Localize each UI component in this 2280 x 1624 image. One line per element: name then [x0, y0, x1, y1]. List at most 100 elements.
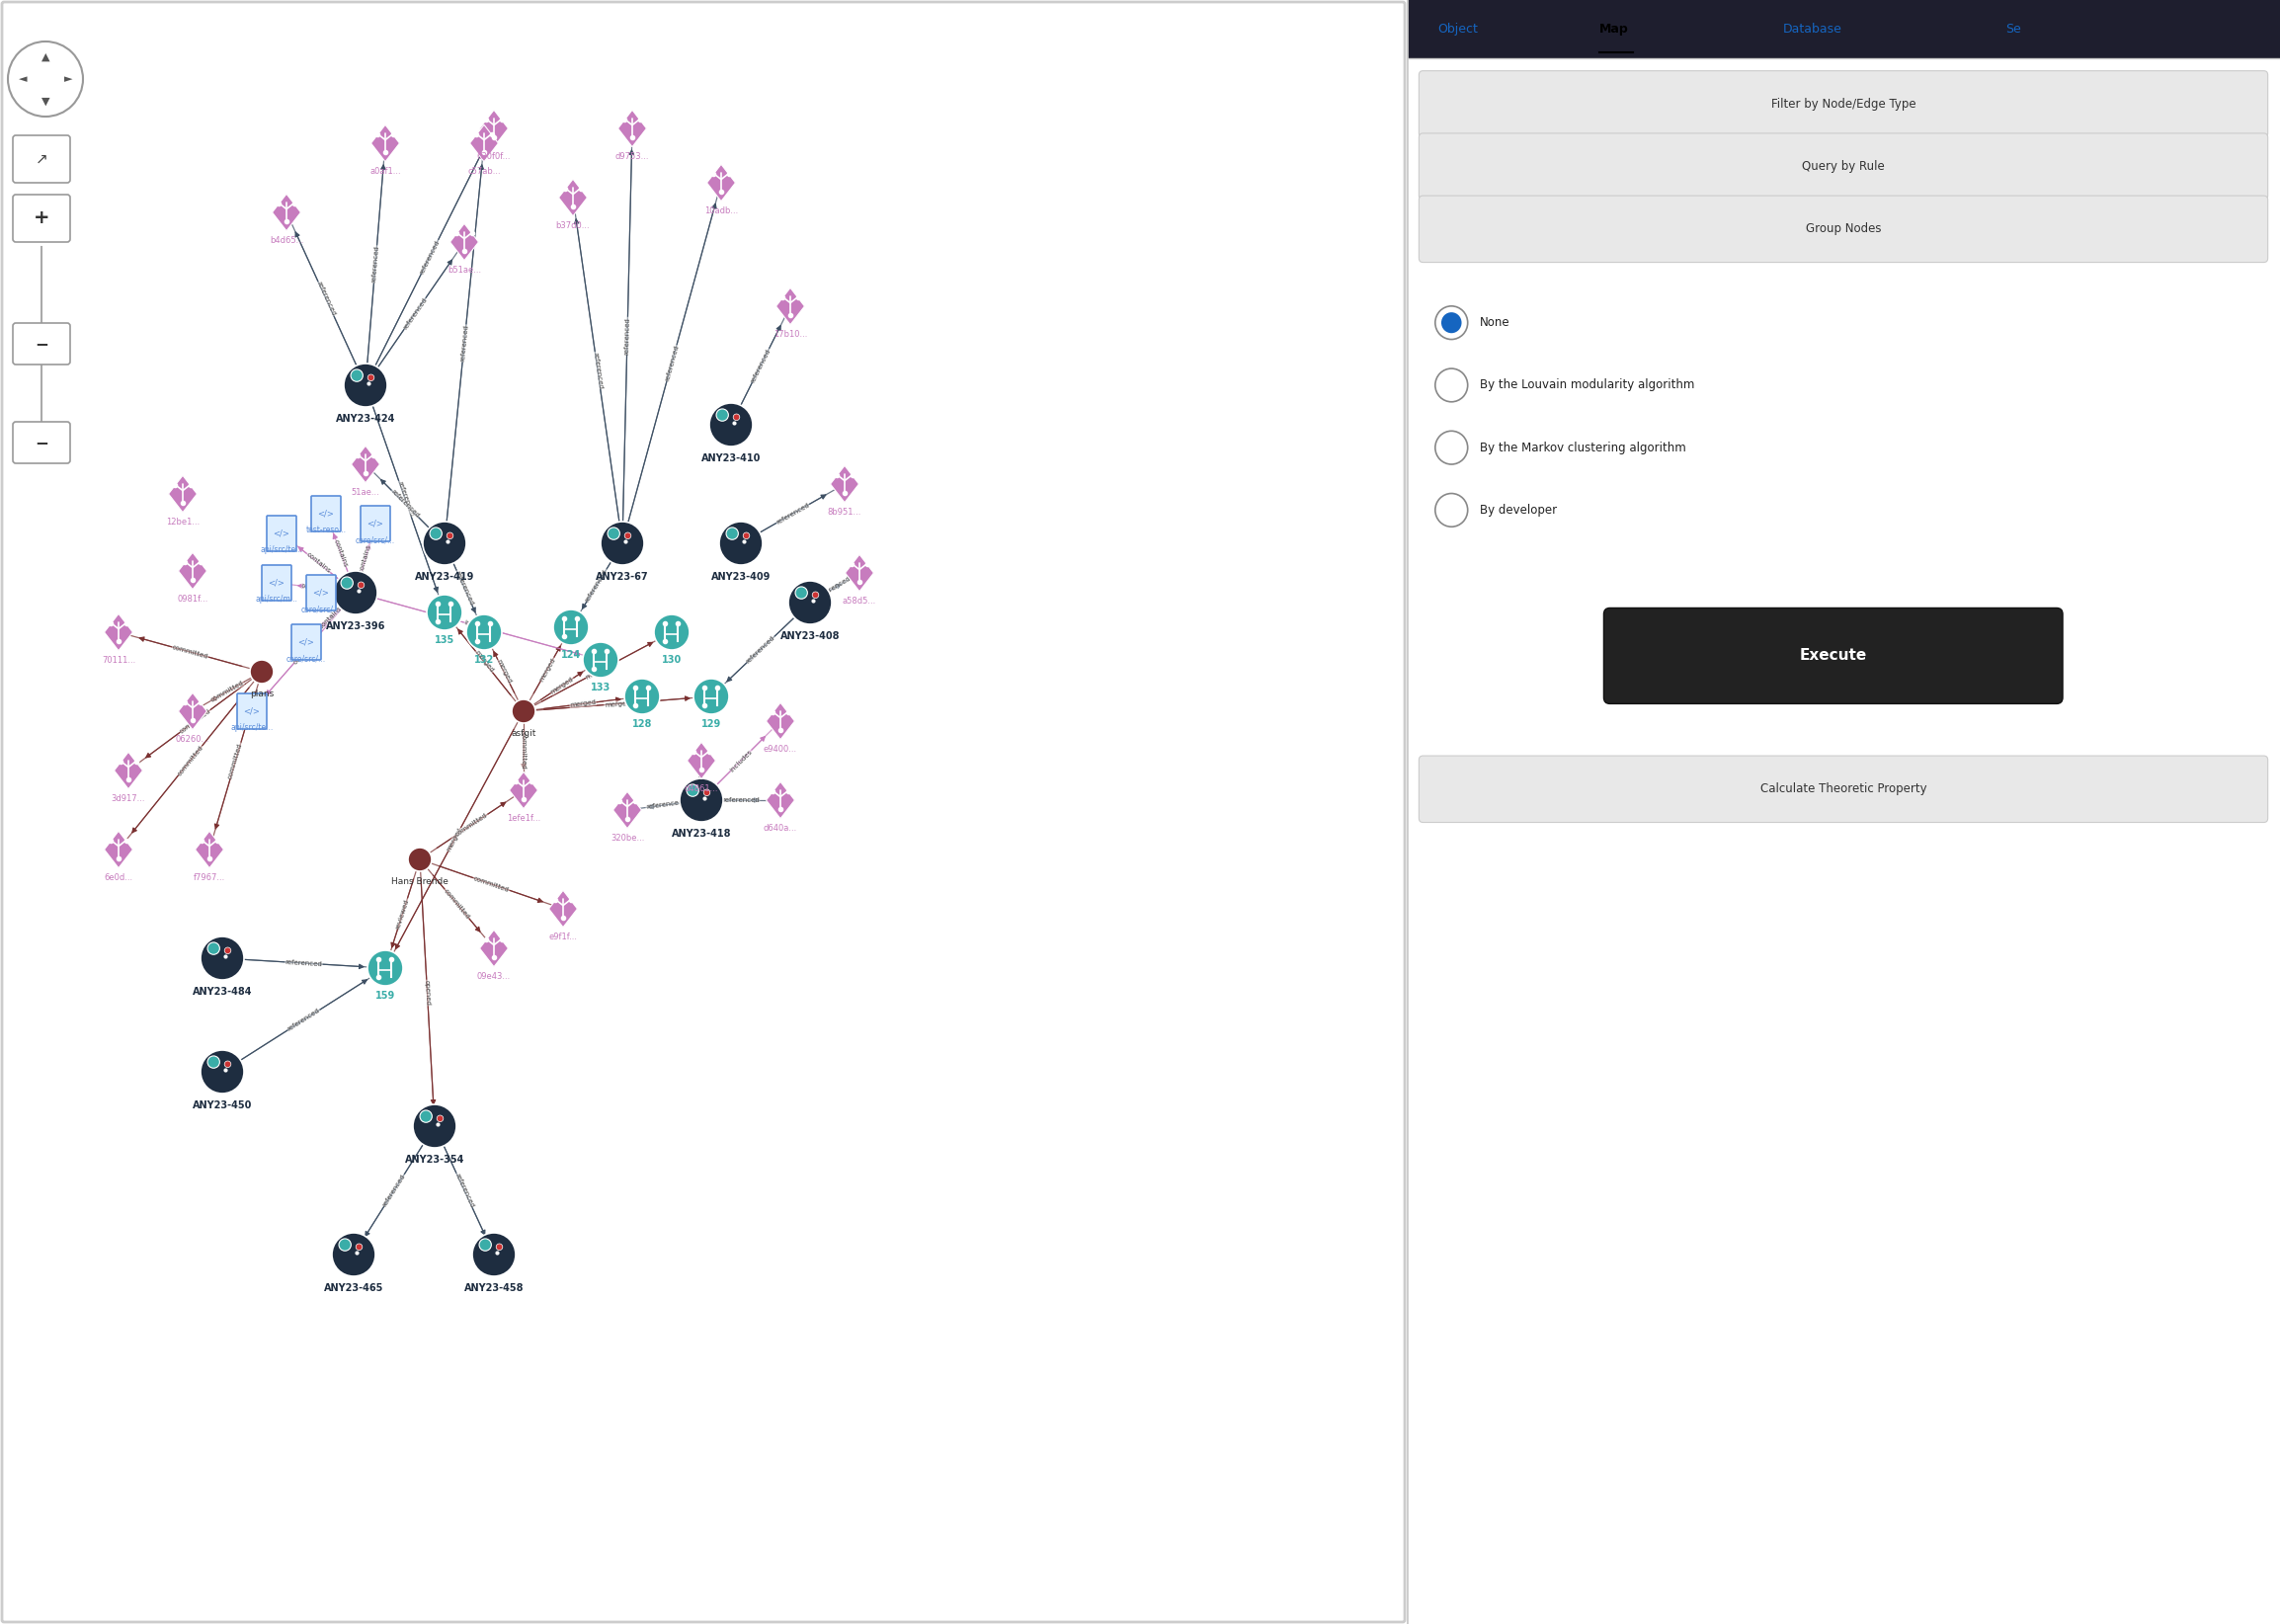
Text: opened: opened [424, 979, 431, 1005]
Text: d4861...: d4861... [684, 784, 718, 793]
Polygon shape [196, 831, 223, 867]
Circle shape [679, 778, 723, 822]
Text: Execute: Execute [1799, 648, 1867, 663]
Circle shape [686, 784, 698, 796]
FancyBboxPatch shape [306, 575, 335, 611]
Text: ANY23-424: ANY23-424 [335, 414, 394, 424]
Polygon shape [470, 125, 499, 162]
Text: plans: plans [251, 690, 274, 698]
Text: f7967...: f7967... [194, 874, 226, 882]
FancyBboxPatch shape [14, 135, 71, 184]
Text: Database: Database [1783, 23, 1842, 36]
Circle shape [408, 848, 431, 870]
FancyBboxPatch shape [1418, 197, 2269, 263]
Text: ANY23-458: ANY23-458 [465, 1283, 524, 1293]
Text: includes: includes [698, 767, 705, 794]
Polygon shape [479, 110, 508, 146]
Text: </>: </> [312, 588, 328, 598]
Text: test-reso...: test-reso... [306, 526, 347, 534]
Circle shape [693, 679, 730, 715]
FancyBboxPatch shape [14, 422, 71, 463]
Text: −: − [34, 335, 48, 352]
FancyBboxPatch shape [14, 195, 71, 242]
Text: a58d5...: a58d5... [844, 596, 876, 606]
Text: referenced: referenced [285, 960, 321, 968]
Circle shape [511, 700, 536, 723]
Text: e9400...: e9400... [764, 745, 798, 754]
Polygon shape [830, 466, 860, 502]
Text: ANY23-450: ANY23-450 [192, 1099, 253, 1109]
Text: b37d0...: b37d0... [556, 221, 591, 231]
Text: </>: </> [269, 578, 285, 588]
FancyBboxPatch shape [237, 693, 267, 729]
Text: core/src/...: core/src/... [301, 604, 342, 614]
Polygon shape [271, 193, 301, 231]
Circle shape [1434, 494, 1468, 526]
Polygon shape [105, 831, 132, 867]
Circle shape [358, 581, 365, 588]
Text: b4d65...: b4d65... [269, 235, 303, 245]
FancyBboxPatch shape [292, 624, 321, 659]
FancyBboxPatch shape [360, 505, 390, 541]
Text: contains: contains [306, 552, 333, 575]
Text: By the Louvain modularity algorithm: By the Louvain modularity algorithm [1480, 378, 1694, 391]
Text: ANY23-408: ANY23-408 [780, 630, 839, 641]
Text: committed: committed [520, 732, 527, 770]
Circle shape [734, 414, 739, 421]
Text: merged: merged [474, 650, 495, 674]
Text: contains: contains [358, 542, 372, 573]
Text: core/src/...: core/src/... [287, 654, 326, 663]
Circle shape [1441, 312, 1461, 333]
Text: ◄: ◄ [18, 75, 27, 84]
Text: ↗: ↗ [34, 151, 48, 166]
Text: ANY23-67: ANY23-67 [595, 572, 650, 581]
Circle shape [356, 1244, 363, 1250]
Text: referenced: referenced [645, 799, 684, 810]
Circle shape [718, 521, 762, 565]
Text: asfgit: asfgit [511, 729, 536, 737]
Circle shape [207, 1056, 219, 1069]
Text: e9f1f...: e9f1f... [549, 932, 577, 942]
Text: referenced: referenced [454, 570, 474, 606]
Text: includes: includes [730, 749, 752, 773]
Text: referenced: referenced [593, 351, 604, 390]
Circle shape [344, 364, 388, 408]
Text: ▲: ▲ [41, 52, 50, 62]
Text: committed: committed [178, 708, 212, 734]
Circle shape [625, 533, 632, 539]
Circle shape [725, 528, 739, 539]
Circle shape [7, 42, 82, 117]
Polygon shape [372, 125, 399, 162]
Circle shape [584, 641, 618, 677]
Polygon shape [766, 703, 796, 739]
Text: Filter by Node/Edge Type: Filter by Node/Edge Type [1772, 97, 1915, 110]
Text: referenced: referenced [287, 1007, 321, 1033]
Polygon shape [351, 447, 381, 482]
Polygon shape [105, 614, 132, 651]
Text: referenced: referenced [390, 489, 420, 520]
Text: api/src/te...: api/src/te... [230, 723, 274, 732]
Circle shape [223, 1060, 230, 1067]
FancyBboxPatch shape [267, 516, 296, 551]
Circle shape [472, 1233, 515, 1276]
FancyBboxPatch shape [1603, 607, 2063, 703]
Text: c57ab...: c57ab... [467, 167, 502, 175]
Circle shape [554, 609, 588, 645]
Text: ANY23-465: ANY23-465 [324, 1283, 383, 1293]
Text: 06260...: 06260... [176, 734, 210, 744]
Circle shape [333, 572, 378, 614]
Circle shape [497, 1244, 502, 1250]
Text: 0981f...: 0981f... [178, 594, 207, 604]
Circle shape [1434, 430, 1468, 464]
Text: referenced: referenced [461, 325, 470, 362]
Polygon shape [775, 287, 805, 325]
Text: merged: merged [549, 676, 575, 695]
Text: merged: merged [584, 663, 611, 680]
Polygon shape [613, 791, 641, 828]
Circle shape [600, 521, 643, 565]
Text: includes: includes [463, 620, 492, 633]
Text: committed: committed [171, 645, 210, 659]
Text: ANY23-419: ANY23-419 [415, 572, 474, 581]
Text: core/src/...: core/src/... [356, 536, 394, 544]
Text: +: + [34, 209, 50, 227]
